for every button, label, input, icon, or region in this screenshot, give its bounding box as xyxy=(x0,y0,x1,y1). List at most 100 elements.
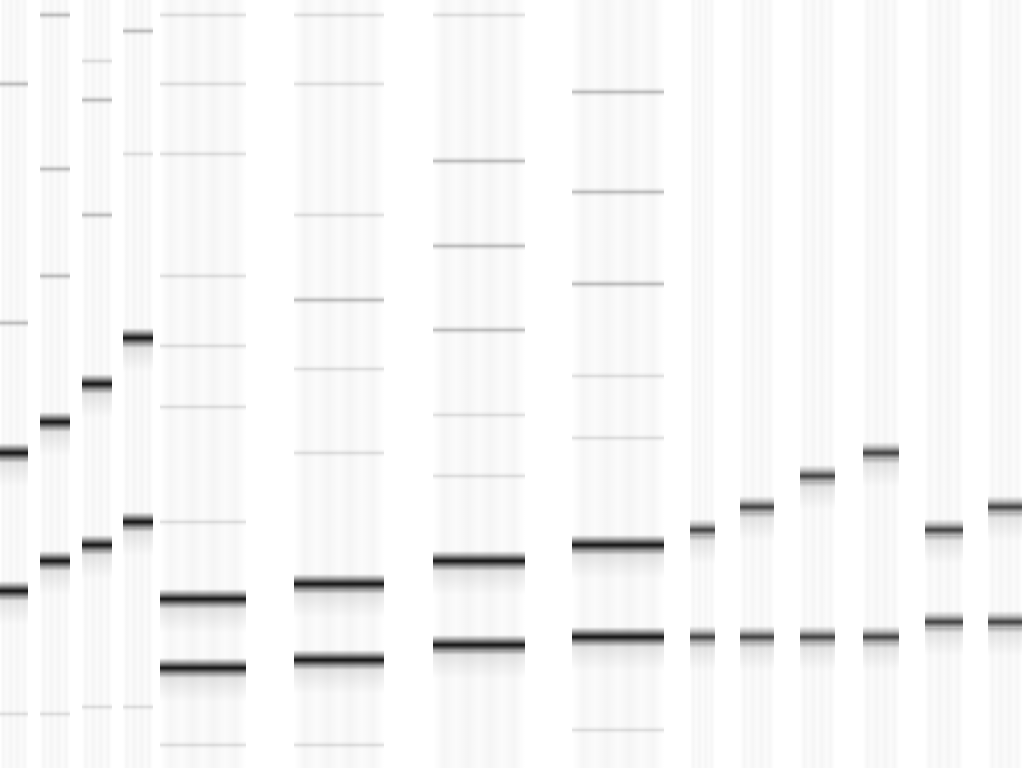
gel-band xyxy=(572,627,664,648)
gel-band xyxy=(572,87,664,97)
gel-lane-3 xyxy=(82,0,112,768)
gel-lane-1 xyxy=(0,0,28,768)
band-smear xyxy=(572,643,664,672)
gel-band xyxy=(0,443,28,464)
gel-band xyxy=(123,702,153,711)
gel-lane-7 xyxy=(433,0,525,768)
gel-band xyxy=(294,364,384,373)
gel-band xyxy=(433,635,525,656)
gel-lane-8 xyxy=(572,0,664,768)
gel-band xyxy=(572,187,664,197)
band-smear xyxy=(40,566,70,595)
gel-band xyxy=(123,149,153,158)
gel-band xyxy=(82,57,112,66)
gel-lane-2 xyxy=(40,0,70,768)
band-smear xyxy=(0,459,28,488)
gel-band xyxy=(160,149,246,158)
gel-band xyxy=(40,550,70,571)
gel-band xyxy=(160,341,246,350)
gel-band xyxy=(160,740,246,749)
gel-band xyxy=(40,10,70,20)
gel-band xyxy=(294,573,384,594)
gel-band xyxy=(433,472,525,481)
gel-band xyxy=(0,710,28,719)
gel-band xyxy=(294,295,384,305)
gel-band xyxy=(160,589,246,610)
gel-band xyxy=(433,11,525,20)
gel-band xyxy=(160,272,246,281)
gel-lane-14 xyxy=(988,0,1022,768)
band-smear xyxy=(433,566,525,595)
gel-lane-12 xyxy=(863,0,899,768)
gel-band xyxy=(160,658,246,679)
gel-band xyxy=(690,626,715,649)
gel-band xyxy=(160,403,246,412)
band-smear xyxy=(0,597,28,626)
gel-band xyxy=(82,95,112,105)
gel-band xyxy=(740,626,774,649)
gel-band xyxy=(294,740,384,749)
gel-band xyxy=(572,433,664,442)
band-smear xyxy=(572,551,664,580)
gel-band xyxy=(433,410,525,419)
gel-band xyxy=(988,495,1022,518)
gel-band xyxy=(294,650,384,671)
gel-band xyxy=(82,702,112,711)
gel-band xyxy=(925,518,963,541)
gel-band xyxy=(433,241,525,251)
band-smear xyxy=(82,551,112,580)
gel-band xyxy=(82,210,112,220)
gel-lane-4 xyxy=(123,0,153,768)
gel-band xyxy=(160,11,246,20)
gel-band xyxy=(160,518,246,527)
gel-band xyxy=(294,211,384,220)
gel-band xyxy=(863,442,899,465)
band-smear xyxy=(294,666,384,695)
gel-band xyxy=(82,535,112,556)
gel-lane-9 xyxy=(690,0,715,768)
gel-band xyxy=(40,271,70,281)
gel-lane-10 xyxy=(740,0,774,768)
band-smear xyxy=(123,343,153,372)
gel-band xyxy=(82,374,112,394)
band-smear xyxy=(160,674,246,703)
band-smear xyxy=(294,589,384,618)
gel-band xyxy=(123,26,153,36)
gel-band xyxy=(433,325,525,335)
gel-band xyxy=(572,372,664,381)
gel-band xyxy=(740,495,774,518)
gel-lane-6 xyxy=(294,0,384,768)
gel-band xyxy=(40,710,70,719)
gel-band xyxy=(40,164,70,174)
gel-band xyxy=(433,550,525,571)
gel-band xyxy=(40,412,70,433)
gel-band xyxy=(800,465,835,488)
gel-band xyxy=(0,318,28,328)
gel-band xyxy=(433,156,525,166)
gel-band xyxy=(572,535,664,556)
gel-lane-5 xyxy=(160,0,246,768)
gel-band xyxy=(123,512,153,533)
gel-band xyxy=(0,581,28,602)
gel-band xyxy=(294,449,384,458)
gel-band xyxy=(0,79,28,89)
gel-band xyxy=(572,279,664,289)
band-smear xyxy=(123,528,153,557)
gel-band xyxy=(925,611,963,634)
gel-lane-11 xyxy=(800,0,835,768)
gel-band xyxy=(294,11,384,20)
gel-band xyxy=(690,518,715,541)
gel-band xyxy=(988,611,1022,634)
gel-band xyxy=(572,725,664,734)
band-smear xyxy=(82,390,112,418)
band-smear xyxy=(40,428,70,457)
gel-lane-13 xyxy=(925,0,963,768)
band-smear xyxy=(160,605,246,634)
gel-band xyxy=(160,80,246,89)
gel-band xyxy=(800,626,835,649)
gel-band xyxy=(294,80,384,89)
gel-band xyxy=(863,626,899,649)
gel-band xyxy=(123,327,153,348)
band-smear xyxy=(433,651,525,680)
